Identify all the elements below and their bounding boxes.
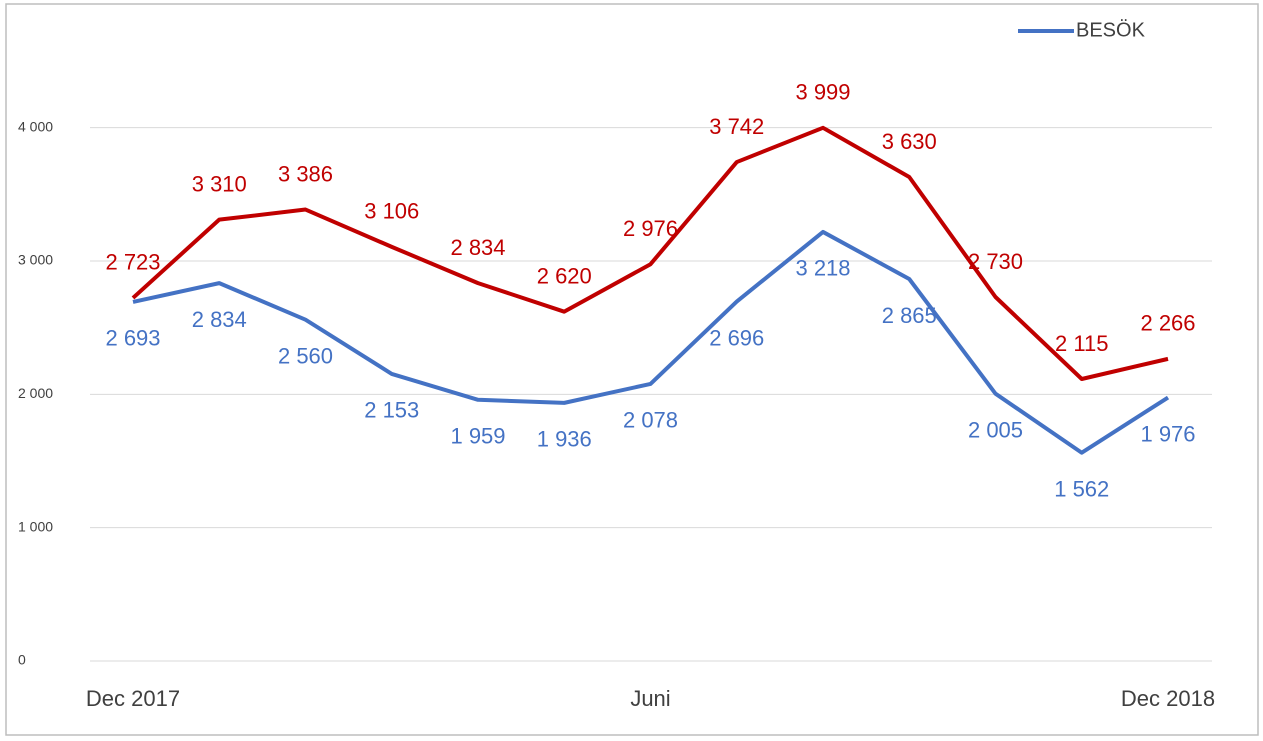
x-tick-label: Juni — [630, 686, 670, 711]
data-label: 2 153 — [364, 398, 419, 423]
data-label: 3 106 — [364, 199, 419, 224]
line-series — [132, 229, 1170, 455]
data-label: 2 115 — [1055, 331, 1108, 356]
data-label: 3 999 — [795, 80, 850, 105]
data-label: 1 936 — [537, 427, 592, 452]
data-label: 2 976 — [623, 216, 678, 241]
x-tick-label: Dec 2018 — [1121, 686, 1215, 711]
data-label: 2 693 — [105, 326, 160, 351]
line-series — [131, 125, 1169, 381]
data-label: 2 723 — [105, 250, 160, 275]
data-label: 1 562 — [1054, 477, 1109, 502]
data-label: 3 218 — [795, 256, 850, 281]
y-tick-label: 3 000 — [18, 252, 53, 268]
data-label: 2 005 — [968, 417, 1023, 442]
y-tick-label: 1 000 — [18, 518, 53, 534]
data-label: 2 696 — [709, 325, 764, 350]
x-tick-label: Dec 2017 — [86, 686, 180, 711]
data-label: 2 834 — [192, 307, 247, 332]
y-tick-label: 4 000 — [18, 118, 53, 134]
data-label: 1 976 — [1140, 421, 1195, 446]
data-label: 3 386 — [278, 161, 333, 186]
y-tick-label: 2 000 — [18, 385, 53, 401]
data-label: 1 959 — [450, 424, 505, 449]
data-label: 3 742 — [709, 114, 764, 139]
legend-label: BESÖK — [1076, 19, 1146, 41]
data-label: 3 310 — [192, 171, 247, 196]
data-label: 2 266 — [1140, 311, 1195, 336]
data-label: 2 730 — [968, 249, 1023, 274]
chart-frame — [5, 3, 1259, 736]
y-tick-label: 0 — [18, 652, 26, 668]
data-label: 2 865 — [882, 303, 937, 328]
data-label: 2 620 — [537, 263, 592, 288]
data-label: 2 078 — [623, 408, 678, 433]
data-label: 2 560 — [278, 343, 333, 368]
data-label: 2 834 — [450, 235, 505, 260]
data-label: 3 630 — [882, 129, 937, 154]
